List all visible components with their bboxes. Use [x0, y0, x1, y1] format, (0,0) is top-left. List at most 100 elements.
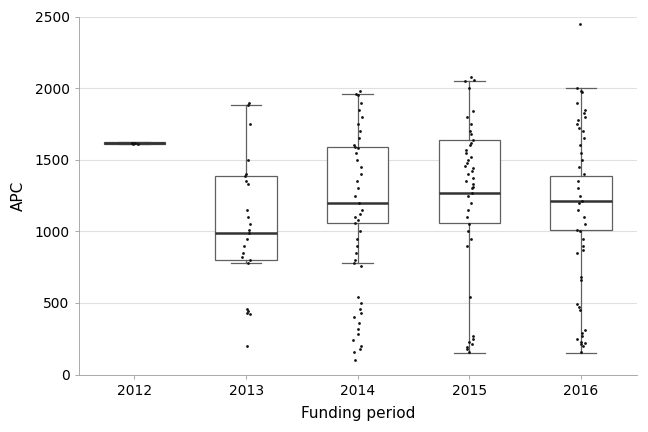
- Point: [465, 128, 476, 135]
- Point: [350, 219, 360, 226]
- Point: [469, 181, 479, 187]
- Point: [350, 257, 360, 264]
- Point: [467, 168, 478, 175]
- PathPatch shape: [327, 147, 388, 223]
- Point: [237, 249, 248, 256]
- Point: [349, 337, 359, 343]
- Point: [468, 108, 478, 114]
- Point: [353, 121, 364, 127]
- Point: [243, 259, 253, 266]
- Point: [577, 89, 587, 96]
- Point: [242, 102, 253, 109]
- Point: [351, 178, 362, 185]
- Point: [243, 213, 253, 220]
- Point: [463, 171, 473, 178]
- Point: [243, 156, 253, 163]
- Point: [349, 192, 360, 199]
- Point: [572, 85, 582, 92]
- Point: [576, 341, 586, 348]
- Point: [575, 149, 586, 156]
- Point: [577, 330, 587, 337]
- Point: [460, 162, 470, 169]
- Point: [466, 235, 476, 242]
- Point: [244, 99, 254, 106]
- Point: [245, 221, 255, 228]
- Point: [354, 305, 365, 312]
- Point: [464, 85, 474, 92]
- Point: [576, 349, 586, 356]
- Point: [577, 156, 587, 163]
- X-axis label: Funding period: Funding period: [301, 406, 415, 421]
- Point: [240, 171, 251, 178]
- Point: [353, 331, 363, 338]
- Point: [351, 149, 362, 156]
- Point: [239, 172, 249, 179]
- Point: [465, 294, 475, 301]
- Point: [462, 113, 472, 120]
- Point: [245, 311, 255, 318]
- Point: [461, 149, 471, 156]
- Point: [245, 257, 255, 264]
- Point: [356, 163, 367, 170]
- Point: [353, 235, 363, 242]
- Point: [246, 121, 256, 127]
- Point: [353, 294, 363, 301]
- Point: [575, 88, 586, 95]
- Point: [464, 348, 474, 355]
- Point: [576, 338, 586, 345]
- Point: [242, 309, 253, 316]
- Point: [580, 327, 590, 334]
- Point: [469, 76, 479, 83]
- Point: [580, 106, 590, 113]
- Point: [467, 189, 477, 196]
- Point: [243, 181, 253, 187]
- Point: [244, 229, 254, 236]
- Point: [355, 262, 365, 269]
- Point: [467, 185, 477, 192]
- Point: [240, 178, 251, 185]
- Point: [351, 249, 361, 256]
- Point: [572, 226, 582, 233]
- Point: [128, 140, 138, 147]
- Point: [463, 228, 474, 235]
- Y-axis label: APC: APC: [11, 181, 26, 211]
- Point: [467, 136, 478, 143]
- Point: [357, 113, 367, 120]
- PathPatch shape: [550, 175, 612, 230]
- Point: [349, 314, 359, 321]
- Point: [579, 135, 590, 142]
- Point: [572, 301, 583, 308]
- Point: [577, 247, 588, 254]
- Point: [354, 199, 364, 206]
- Point: [242, 235, 253, 242]
- Point: [572, 249, 582, 256]
- Point: [578, 235, 588, 242]
- Point: [356, 343, 367, 349]
- Point: [468, 165, 478, 172]
- Point: [351, 90, 362, 97]
- Point: [580, 113, 590, 120]
- Point: [356, 171, 366, 178]
- Point: [242, 343, 252, 349]
- Point: [354, 228, 365, 235]
- Point: [356, 99, 366, 106]
- Point: [355, 299, 365, 306]
- Point: [353, 92, 363, 99]
- Point: [466, 139, 476, 146]
- Point: [577, 332, 587, 339]
- Point: [575, 274, 586, 281]
- Point: [573, 185, 583, 192]
- Point: [465, 142, 475, 149]
- Point: [243, 307, 253, 314]
- Point: [572, 121, 583, 127]
- Point: [465, 199, 476, 206]
- Point: [572, 99, 583, 106]
- Point: [572, 335, 583, 342]
- Point: [464, 338, 474, 345]
- Point: [239, 242, 249, 249]
- Point: [354, 88, 365, 95]
- Point: [355, 345, 365, 352]
- PathPatch shape: [215, 175, 277, 260]
- Point: [579, 221, 590, 228]
- Point: [578, 242, 588, 249]
